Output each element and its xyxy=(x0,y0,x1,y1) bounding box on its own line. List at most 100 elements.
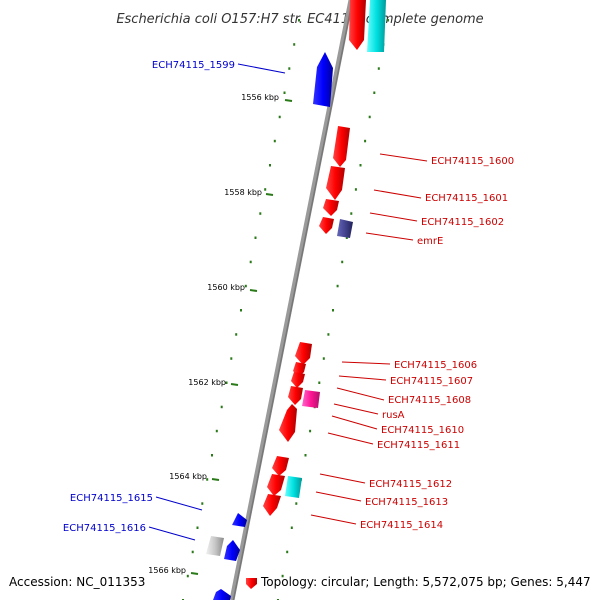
gene-feature[interactable] xyxy=(367,0,386,52)
ring-dot xyxy=(345,236,348,239)
ring-dot xyxy=(269,164,271,167)
tick-mark xyxy=(249,289,258,292)
tick-label: 1566 kbp xyxy=(148,566,186,575)
ring-dot xyxy=(359,164,362,167)
ring-dot xyxy=(327,333,330,336)
ring-dot xyxy=(350,212,353,215)
ring-dot xyxy=(186,574,189,578)
ring-dot xyxy=(309,429,312,433)
gene-feature[interactable] xyxy=(267,474,285,496)
ring-dot xyxy=(281,574,284,578)
ring-dot xyxy=(387,19,389,22)
genome-backbone xyxy=(229,0,354,600)
gene-label-ECH74115_1612[interactable]: ECH74115_1612 xyxy=(369,479,452,490)
gene-feature[interactable] xyxy=(288,386,303,405)
gene-label-ECH74115_1615[interactable]: ECH74115_1615 xyxy=(70,493,153,504)
tick-label: 1564 kbp xyxy=(169,472,207,481)
gene-label-ECH74115_1614[interactable]: ECH74115_1614 xyxy=(360,520,443,531)
gene-labels: ECH74115_1599 ECH74115_1615 ECH74115_161… xyxy=(63,60,514,534)
ring-dot xyxy=(244,284,247,288)
gene-feature[interactable] xyxy=(337,219,353,238)
gene-label-ECH74115_1613[interactable]: ECH74115_1613 xyxy=(365,497,448,508)
topology-text: Topology: circular; Length: 5,572,075 bp… xyxy=(260,575,591,589)
ring-dot xyxy=(332,309,334,312)
gene-feature[interactable] xyxy=(232,513,247,527)
outer-guide-ring xyxy=(277,19,389,600)
gene-feature[interactable] xyxy=(279,404,297,442)
ring-dot xyxy=(196,526,199,529)
ring-dot xyxy=(273,139,276,143)
ring-dot xyxy=(322,357,325,360)
ring-dot xyxy=(304,454,307,457)
ring-dot xyxy=(240,309,242,312)
gene-feature[interactable] xyxy=(295,342,312,365)
gene-label-ECH74115_1601[interactable]: ECH74115_1601 xyxy=(425,193,508,204)
ring-dot xyxy=(286,550,289,554)
gene-feature[interactable] xyxy=(291,372,305,388)
gene-label-rusA[interactable]: rusA xyxy=(382,410,405,421)
gene-feature[interactable] xyxy=(319,217,334,234)
gene-feature[interactable] xyxy=(323,199,339,216)
ring-dot xyxy=(259,212,262,215)
gene-label-emrE[interactable]: emrE xyxy=(417,236,443,247)
ring-dot xyxy=(295,502,298,505)
tick-mark xyxy=(230,383,239,386)
ring-dot xyxy=(283,91,286,94)
gene-label-ECH74115_1600[interactable]: ECH74115_1600 xyxy=(431,156,514,167)
ring-dot xyxy=(377,67,380,70)
ring-dot xyxy=(211,454,213,457)
ring-dot xyxy=(336,284,339,288)
ring-dot xyxy=(230,357,233,360)
ring-dot xyxy=(293,43,296,46)
gene-label-ECH74115_1599[interactable]: ECH74115_1599 xyxy=(152,60,235,71)
ring-dot xyxy=(220,405,223,409)
ring-dot xyxy=(290,526,293,529)
ring-dot xyxy=(201,502,204,505)
gene-label-ECH74115_1611[interactable]: ECH74115_1611 xyxy=(377,440,460,451)
gene-feature[interactable] xyxy=(302,390,320,408)
ring-dot xyxy=(354,188,357,191)
gene-feature[interactable] xyxy=(349,0,366,50)
gene-feature[interactable] xyxy=(213,589,231,600)
tick-group: 1556 kbp 1558 kbp 1560 kbp 1562 kbp 1564… xyxy=(148,93,293,575)
ring-dot xyxy=(318,381,321,384)
ring-dot xyxy=(249,260,252,264)
gene-feature[interactable] xyxy=(333,126,350,167)
ring-dot xyxy=(368,115,371,119)
gene-features xyxy=(206,0,386,600)
tick-mark xyxy=(211,478,220,481)
ring-dot xyxy=(364,139,367,143)
tick-label: 1560 kbp xyxy=(207,283,245,292)
gene-label-ECH74115_1602[interactable]: ECH74115_1602 xyxy=(421,217,504,228)
gene-feature[interactable] xyxy=(224,540,240,561)
ring-dot xyxy=(298,19,300,22)
ring-dot xyxy=(288,67,291,70)
leader-lines xyxy=(148,63,428,541)
tick-mark xyxy=(190,572,199,575)
tick-label: 1558 kbp xyxy=(224,188,262,197)
gene-label-ECH74115_1608[interactable]: ECH74115_1608 xyxy=(388,395,471,406)
gene-feature[interactable] xyxy=(313,52,333,107)
ring-dot xyxy=(373,91,376,94)
tick-label: 1562 kbp xyxy=(188,378,226,387)
gene-label-ECH74115_1616[interactable]: ECH74115_1616 xyxy=(63,523,146,534)
gene-feature[interactable] xyxy=(263,494,281,516)
gene-feature[interactable] xyxy=(272,456,289,476)
gene-feature[interactable] xyxy=(206,536,224,556)
ring-dot xyxy=(191,550,194,554)
ring-dot xyxy=(341,260,344,264)
gene-feature[interactable] xyxy=(285,476,302,498)
ring-dot xyxy=(206,478,209,481)
tick-mark xyxy=(265,193,274,196)
gene-label-ECH74115_1606[interactable]: ECH74115_1606 xyxy=(394,360,477,371)
tick-mark xyxy=(284,99,293,102)
gene-label-ECH74115_1610[interactable]: ECH74115_1610 xyxy=(381,425,464,436)
accession-text: Accession: NC_011353 xyxy=(9,575,145,589)
ring-dot xyxy=(278,115,281,119)
ring-dot xyxy=(215,429,218,433)
ring-dot xyxy=(254,236,257,239)
gene-feature[interactable] xyxy=(326,166,345,200)
ring-dot xyxy=(235,333,238,336)
gene-label-ECH74115_1607[interactable]: ECH74115_1607 xyxy=(390,376,473,387)
